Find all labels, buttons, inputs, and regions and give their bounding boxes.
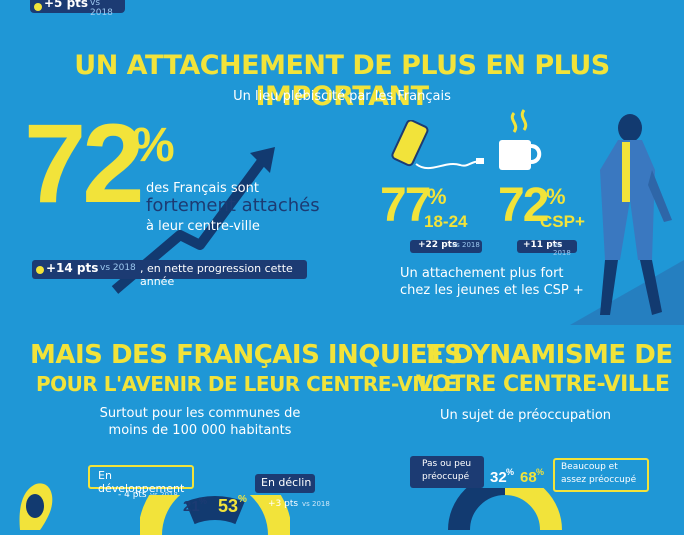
progress-pts: +14 pts	[46, 261, 99, 275]
dev-label: En développement	[98, 469, 185, 495]
decline-label-badge: En déclin	[255, 474, 315, 493]
stat72b-pts: +11 pts	[523, 240, 563, 250]
stat72b-vs: vs 2018	[553, 241, 571, 257]
section2-sub-line1: Surtout pour les communes de	[99, 406, 301, 421]
progress-pill: +14 pts vs 2018 , en nette progression c…	[32, 260, 307, 288]
stat77-value: 77	[380, 179, 431, 232]
decline-label: En déclin	[261, 476, 312, 489]
stat72b-label: CSP+	[540, 212, 585, 231]
right-label-1: Beaucoup et	[561, 462, 618, 472]
stat72-line2: fortement attachés	[146, 195, 320, 216]
left-concern-badge: Pas ou peu préoccupé	[410, 456, 484, 488]
section1-subtitle: Un lieu plébiscité par les Français	[233, 89, 451, 104]
top-badge: +5 pts vs 2018	[30, 0, 125, 18]
dev-label-badge: En développement	[88, 465, 194, 495]
attachment-note-line1: Un attachement plus fort	[400, 266, 564, 281]
phone-icon	[391, 120, 484, 170]
decline-pct: %	[238, 494, 247, 505]
left-label-2: préoccupé	[422, 472, 470, 482]
woman-illustration	[570, 114, 684, 325]
concern-donut	[448, 488, 562, 530]
right-pct: %	[536, 467, 545, 477]
stat72b-value: 72	[498, 179, 549, 232]
stat72-pct: %	[132, 119, 175, 172]
stat72-value: 72	[24, 101, 145, 226]
stat72b-pct: %	[546, 184, 566, 209]
right-concern-badge: Beaucoup et assez préoccupé	[553, 458, 649, 492]
stat77-pct: %	[427, 184, 447, 209]
section1-title: UN ATTACHEMENT DE PLUS EN PLUS IMPORTANT	[74, 50, 610, 112]
stat72b-pill: +11 pts vs 2018	[517, 240, 577, 257]
stat77-label: 18-24	[424, 212, 468, 231]
dev-value: 21	[183, 498, 200, 515]
top-badge-dot	[34, 3, 42, 11]
decline-value: 53	[218, 496, 239, 516]
section2-title-line2: POUR L'AVENIR DE LEUR CENTRE-VILLE	[36, 372, 457, 396]
decline-gauge	[140, 495, 290, 535]
stat77-pill: +22 pts vs 2018	[410, 240, 482, 253]
right-value: 68	[520, 469, 537, 486]
stat72-line1: des Français sont	[146, 181, 259, 196]
progress-vs: vs 2018	[100, 263, 136, 273]
progress-text: , en nette progression cette année	[140, 262, 293, 288]
decline-pts: +3 pts	[268, 499, 299, 509]
stat77-vs: vs 2018	[452, 241, 480, 249]
top-badge-pts: +5 pts	[44, 0, 89, 10]
stat72-line3: à leur centre-ville	[146, 219, 260, 234]
top-badge-vs: vs 2018	[90, 0, 113, 18]
section2-title-line1: MAIS DES FRANÇAIS INQUIETS	[30, 340, 463, 370]
right-label-2: assez préoccupé	[561, 475, 637, 485]
attachment-note-line2: chez les jeunes et les CSP +	[400, 283, 584, 298]
section3-title-line1: LE DYNAMISME DE	[410, 340, 673, 370]
dev-pts: - 4 pts	[118, 490, 147, 500]
left-pct: %	[506, 467, 515, 477]
left-value: 32	[490, 469, 507, 486]
section2-sub-line2: moins de 100 000 habitants	[108, 423, 292, 438]
dev-pct: %	[199, 496, 208, 506]
section3-subtitle: Un sujet de préoccupation	[440, 408, 612, 423]
decline-vs: vs 2018	[302, 500, 330, 508]
left-label-1: Pas ou peu	[422, 459, 472, 469]
figure-illustration	[19, 483, 53, 530]
coffee-cup-icon	[499, 109, 542, 170]
section3-title-line2: VOTRE CENTRE-VILLE	[416, 372, 670, 397]
stat77-pts: +22 pts	[418, 240, 458, 250]
progress-dot	[36, 266, 44, 274]
